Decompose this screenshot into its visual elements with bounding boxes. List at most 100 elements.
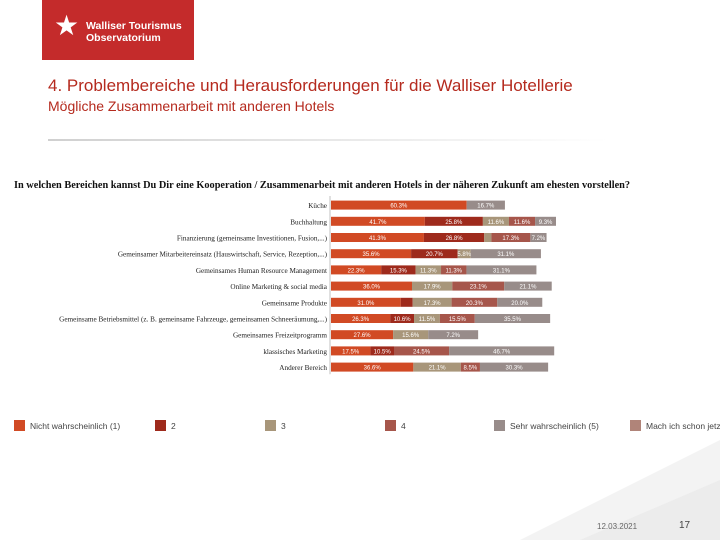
data-label: 41.7% [369, 220, 387, 226]
data-label: 15.6% [402, 333, 420, 339]
bar-segment [441, 265, 467, 275]
bar-segment [412, 297, 452, 307]
legend-label: 4 [401, 421, 406, 431]
category-label: Küche [308, 202, 327, 210]
bar-segment [439, 314, 475, 323]
page-subtitle: Mögliche Zusammenarbeit mit anderen Hote… [48, 98, 335, 114]
bar-segment [331, 265, 382, 275]
data-label: 11.3% [445, 268, 462, 274]
star-icon: ★ [54, 9, 80, 42]
bar-segment [390, 314, 415, 323]
bar-segment [412, 281, 453, 291]
data-label: 21.1% [519, 285, 537, 291]
data-label: 7.2% [532, 236, 546, 242]
data-label: 11.6% [488, 220, 505, 226]
category-label: Online Marketing & social media [230, 283, 327, 291]
legend-swatch [494, 420, 505, 431]
data-label: 17.5% [342, 349, 360, 355]
data-label: 11.3% [420, 268, 437, 274]
bar-segment [381, 265, 416, 275]
data-label: 16.7% [477, 204, 495, 210]
bar-segment [428, 330, 479, 340]
data-label: 15.3% [390, 268, 408, 274]
category-label: klassisches Marketing [263, 348, 327, 356]
category-label: Buchhaltung [290, 218, 327, 226]
legend-label: Sehr wahrscheinlich (5) [510, 421, 599, 431]
data-label: 20.3% [466, 301, 484, 307]
bar-segment [331, 200, 467, 210]
corner-decoration [520, 440, 720, 540]
data-label: 26.3% [352, 317, 370, 323]
legend-swatch [14, 420, 25, 431]
data-label: 24.5% [413, 349, 431, 355]
bar-segment [451, 297, 498, 307]
bar-segment [530, 233, 547, 242]
bar-segment [484, 233, 492, 242]
data-label: 17.3% [424, 301, 442, 307]
data-label: 36.6% [364, 366, 382, 372]
legend-swatch [630, 420, 641, 431]
data-label: 8.5% [464, 366, 478, 372]
category-label: Anderer Bereich [279, 364, 327, 372]
bar-segment [508, 216, 536, 226]
page-title: 4. Problembereiche und Herausforderungen… [48, 76, 573, 95]
bar-segment [497, 297, 543, 307]
bar-segment [449, 346, 555, 356]
data-label: 31.0% [357, 301, 375, 307]
bar-segment [331, 362, 414, 372]
category-label: Finanzierung (gemeinsame Investitionen, … [177, 235, 328, 243]
bar-segment [470, 249, 541, 259]
bar-segment [331, 216, 425, 226]
data-label: 35.5% [504, 317, 522, 323]
bar-segment [393, 330, 429, 340]
chart-title: In welchen Bereichen kannst Du Dir eine … [14, 180, 631, 191]
bar-segment [414, 314, 440, 323]
data-label: 11.5% [419, 317, 436, 323]
bar-segment [370, 346, 394, 356]
data-label: 17.3% [502, 236, 520, 242]
data-label: 10.6% [394, 317, 412, 323]
data-label: 25.8% [445, 220, 463, 226]
data-label: 31.1% [497, 252, 515, 258]
category-label: Gemeinsame Produkte [262, 299, 327, 307]
bar-segment [460, 362, 480, 372]
footer-date: 12.03.2021 [597, 522, 638, 531]
bar-segment [331, 297, 401, 307]
bar-segment [482, 216, 509, 226]
bar-segment [331, 233, 424, 242]
title-divider [48, 139, 608, 141]
data-label: 26.8% [446, 236, 464, 242]
legend-swatch [155, 420, 166, 431]
data-label: 31.1% [493, 268, 511, 274]
bar-segment [474, 314, 551, 323]
data-label: 36.0% [363, 285, 381, 291]
bar-segment [535, 216, 556, 226]
data-label: 21.1% [429, 366, 447, 372]
bar-segment [331, 249, 412, 259]
data-label: 46.7% [493, 349, 511, 355]
bar-segment [331, 314, 391, 323]
bar-segment [415, 265, 442, 275]
data-label: 23.1% [470, 285, 488, 291]
bar-segment [394, 346, 450, 356]
logo-line-2: Observatorium [86, 32, 161, 44]
data-label: 60.3% [390, 204, 408, 210]
bar-segment [423, 233, 485, 242]
data-label: 17.9% [424, 285, 442, 291]
bar-segment [466, 200, 505, 210]
page-number: 17 [679, 520, 691, 531]
legend-swatch [265, 420, 276, 431]
bar-segment [413, 362, 461, 372]
data-label: 20.7% [426, 252, 444, 258]
data-label: 10.5% [374, 349, 392, 355]
bar-segment [331, 281, 412, 291]
bar-segment [457, 249, 471, 259]
bar-segment [331, 346, 371, 356]
bar-segment [452, 281, 505, 291]
data-label: 41.3% [369, 236, 387, 242]
data-label: 27.6% [354, 333, 372, 339]
data-label: 22.3% [348, 268, 366, 274]
bar-segment [411, 249, 458, 259]
category-label: Gemeinsame Betriebsmittel (z. B. gemeins… [59, 316, 327, 324]
